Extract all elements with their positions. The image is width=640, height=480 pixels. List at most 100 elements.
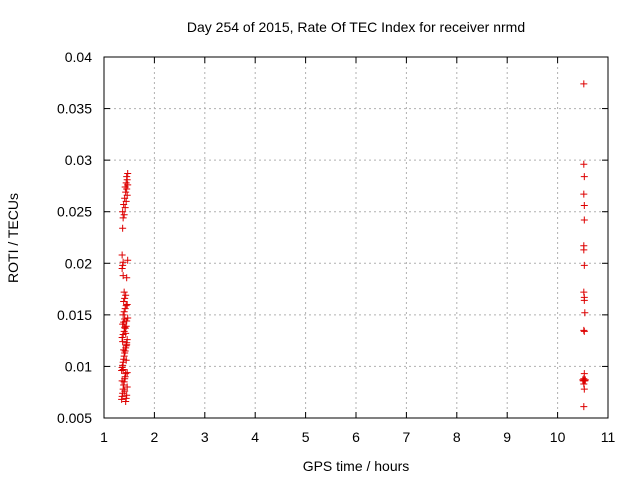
data-point bbox=[121, 373, 129, 381]
data-point bbox=[119, 208, 127, 216]
chart-title: Day 254 of 2015, Rate Of TEC Index for r… bbox=[187, 19, 525, 35]
data-point bbox=[580, 327, 588, 335]
data-point bbox=[123, 191, 131, 199]
data-point bbox=[119, 272, 127, 280]
data-point bbox=[580, 380, 588, 388]
y-tick-label: 0.02 bbox=[65, 255, 92, 271]
y-tick-label: 0.035 bbox=[57, 101, 92, 117]
x-tick-label: 11 bbox=[601, 429, 616, 445]
data-point bbox=[123, 336, 131, 344]
data-point bbox=[580, 80, 588, 88]
data-point bbox=[581, 376, 589, 384]
data-point bbox=[122, 179, 130, 187]
y-tick-label: 0.015 bbox=[57, 307, 92, 323]
data-point bbox=[122, 370, 130, 378]
data-point bbox=[580, 173, 588, 181]
data-point bbox=[123, 301, 131, 309]
x-tick-label: 1 bbox=[100, 429, 108, 445]
x-tick-label: 2 bbox=[151, 429, 159, 445]
data-point bbox=[580, 288, 588, 296]
x-tick-label: 7 bbox=[403, 429, 411, 445]
data-point bbox=[119, 261, 127, 269]
data-point bbox=[119, 366, 127, 374]
data-point bbox=[118, 377, 126, 385]
data-point bbox=[580, 326, 588, 334]
data-point bbox=[123, 341, 131, 349]
data-point bbox=[122, 329, 130, 337]
data-point bbox=[119, 214, 127, 222]
data-point bbox=[123, 383, 131, 391]
data-point bbox=[120, 308, 128, 316]
series-1 bbox=[579, 80, 589, 411]
x-axis-title: GPS time / hours bbox=[303, 458, 410, 474]
x-tick-label: 3 bbox=[201, 429, 209, 445]
y-tick-label: 0.01 bbox=[65, 358, 92, 374]
data-point bbox=[121, 347, 129, 355]
data-point bbox=[118, 392, 126, 400]
data-point bbox=[124, 314, 132, 322]
data-point bbox=[120, 288, 128, 296]
grid bbox=[104, 57, 608, 418]
data-point bbox=[123, 369, 131, 377]
x-tick-label: 10 bbox=[550, 429, 566, 445]
series-0 bbox=[118, 170, 132, 405]
data-point bbox=[121, 294, 129, 302]
data-point bbox=[121, 387, 129, 395]
data-point bbox=[123, 391, 131, 399]
data-point bbox=[581, 377, 589, 385]
data-point bbox=[118, 334, 126, 342]
data-point bbox=[122, 342, 130, 350]
data-point bbox=[580, 385, 588, 393]
data-point bbox=[122, 188, 130, 196]
data-point bbox=[120, 352, 128, 360]
data-point bbox=[581, 309, 589, 317]
y-tick-label: 0.03 bbox=[65, 152, 92, 168]
data-point bbox=[580, 261, 588, 269]
x-tick-label: 6 bbox=[352, 429, 360, 445]
data-point bbox=[118, 367, 126, 375]
y-tick-labels: 0.005 0.01 0.015 0.02 0.025 0.03 0.035 0.04 bbox=[57, 49, 92, 426]
data-point bbox=[122, 397, 130, 405]
data-point bbox=[580, 246, 588, 254]
data-point bbox=[122, 322, 130, 330]
data-point bbox=[120, 297, 128, 305]
data-point bbox=[122, 394, 130, 402]
data-points bbox=[118, 80, 589, 411]
data-point bbox=[124, 256, 132, 264]
data-point bbox=[118, 395, 126, 403]
data-point bbox=[123, 176, 131, 184]
data-point bbox=[123, 274, 131, 282]
x-tick-labels: 1 2 3 4 5 6 7 8 9 10 11 bbox=[100, 429, 615, 445]
data-point bbox=[580, 296, 588, 304]
data-point bbox=[123, 173, 131, 181]
data-point bbox=[119, 361, 127, 369]
x-tick-label: 5 bbox=[302, 429, 310, 445]
y-axis-title: ROTI / TECUs bbox=[5, 193, 21, 283]
data-point bbox=[124, 170, 132, 178]
data-point bbox=[119, 258, 127, 266]
data-point bbox=[119, 338, 127, 346]
data-point bbox=[580, 216, 588, 224]
data-point bbox=[121, 323, 129, 331]
data-point bbox=[119, 224, 127, 232]
data-point bbox=[121, 305, 129, 313]
data-point bbox=[580, 403, 588, 411]
data-point bbox=[119, 311, 127, 319]
data-point bbox=[580, 190, 588, 198]
x-tick-label: 8 bbox=[453, 429, 461, 445]
data-point bbox=[118, 264, 126, 272]
x-tick-label: 9 bbox=[503, 429, 511, 445]
axis-ticks bbox=[103, 56, 609, 419]
x-tick-label: 4 bbox=[251, 429, 259, 445]
y-tick-label: 0.005 bbox=[57, 410, 92, 426]
data-point bbox=[120, 381, 128, 389]
data-point bbox=[120, 318, 128, 326]
data-point bbox=[580, 160, 588, 168]
y-tick-label: 0.04 bbox=[65, 49, 92, 65]
data-point bbox=[118, 251, 126, 259]
data-point bbox=[122, 291, 130, 299]
data-point bbox=[121, 204, 129, 212]
data-point bbox=[120, 346, 128, 354]
data-point bbox=[122, 302, 130, 310]
